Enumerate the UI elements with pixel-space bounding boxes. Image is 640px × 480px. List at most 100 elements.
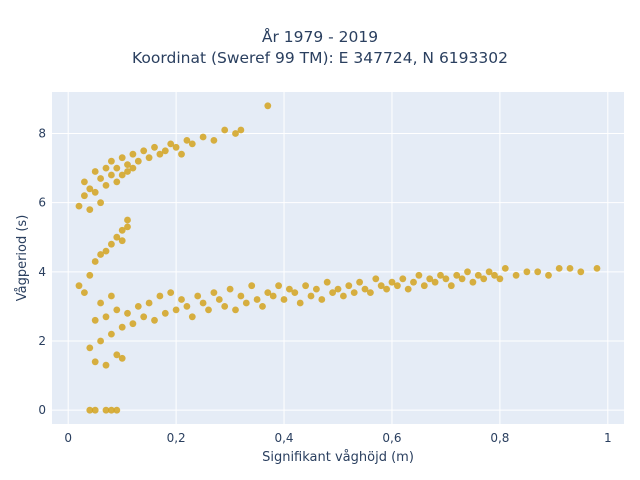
scatter-point: [480, 275, 488, 283]
scatter-point: [108, 330, 115, 338]
x-tick-label: 0,6: [382, 431, 401, 445]
scatter-point: [350, 289, 358, 296]
scatter-point: [161, 309, 169, 317]
scatter-point: [124, 309, 131, 317]
scatter-point: [329, 289, 336, 296]
scatter-point: [118, 237, 126, 245]
scatter-point: [323, 278, 331, 286]
scatter-point: [113, 164, 121, 172]
scatter-point: [118, 354, 126, 362]
scatter-point: [86, 206, 94, 214]
scatter-point: [124, 216, 131, 224]
scatter-point: [97, 299, 104, 307]
x-tick-label: 0: [64, 431, 72, 445]
scatter-point: [97, 337, 104, 345]
scatter-point: [91, 258, 99, 265]
scatter-point: [464, 268, 471, 276]
scatter-point: [356, 278, 363, 286]
scatter-point: [485, 268, 493, 276]
scatter-point: [399, 275, 407, 283]
scatter-point: [134, 303, 142, 310]
scatter-point: [474, 271, 482, 279]
scatter-point: [264, 102, 272, 110]
scatter-point: [161, 147, 169, 155]
scatter-point: [108, 406, 115, 414]
scatter-point: [151, 143, 158, 151]
scatter-point: [458, 275, 466, 283]
scatter-point: [275, 282, 282, 290]
scatter-point: [491, 271, 498, 279]
scatter-point: [496, 275, 504, 283]
scatter-point: [237, 292, 245, 300]
scatter-point: [124, 168, 131, 175]
scatter-point: [286, 285, 293, 293]
plot-area: [52, 92, 624, 424]
scatter-point: [394, 282, 401, 290]
scatter-point: [113, 406, 121, 414]
y-tick-label: 0: [38, 403, 46, 417]
scatter-point: [210, 289, 218, 296]
scatter-point: [534, 268, 542, 276]
scatter-point: [156, 150, 164, 158]
scatter-point: [86, 271, 94, 279]
scatter-point: [221, 126, 229, 134]
scatter-point: [102, 247, 110, 255]
scatter-point: [313, 285, 320, 293]
scatter-point: [151, 316, 158, 324]
scatter-point: [134, 157, 142, 165]
scatter-point: [108, 157, 115, 165]
x-tick-label: 0,4: [274, 431, 293, 445]
scatter-point: [167, 289, 175, 296]
scatter-point: [102, 313, 110, 321]
scatter-point: [388, 278, 396, 286]
y-tick-label: 2: [38, 334, 46, 348]
scatter-point: [248, 282, 256, 290]
scatter-point: [259, 303, 266, 310]
scatter-point: [442, 275, 450, 283]
scatter-point: [566, 265, 574, 272]
scatter-point: [140, 313, 148, 321]
scatter-point: [91, 188, 99, 196]
scatter-point: [188, 140, 196, 148]
x-tick-label: 0,2: [167, 431, 186, 445]
scatter-point: [501, 265, 509, 272]
scatter-point: [172, 143, 180, 151]
scatter-point: [361, 285, 369, 293]
scatter-point: [75, 202, 83, 210]
scatter-point: [237, 126, 245, 134]
scatter-point: [145, 299, 153, 307]
scatter-point: [86, 185, 94, 193]
scatter-point: [291, 289, 299, 296]
scatter-point: [113, 306, 121, 314]
scatter-point: [91, 168, 99, 175]
x-axis-title: Signifikant våghöjd (m): [262, 450, 414, 465]
y-tick-label: 6: [38, 196, 46, 210]
scatter-point: [75, 282, 83, 290]
scatter-point: [108, 240, 115, 248]
scatter-point: [447, 282, 455, 290]
scatter-point: [415, 271, 423, 279]
scatter-point: [372, 275, 380, 283]
scatter-point: [426, 275, 434, 283]
scatter-point: [145, 154, 153, 162]
scatter-point: [118, 226, 126, 234]
scatter-point: [205, 306, 212, 314]
scatter-point: [81, 178, 88, 186]
scatter-point: [86, 406, 94, 414]
scatter-point: [102, 164, 110, 172]
scatter-point: [307, 292, 315, 300]
scatter-point: [221, 303, 229, 310]
scatter-point: [129, 164, 137, 172]
scatter-point: [377, 282, 385, 290]
scatter-point: [296, 299, 304, 307]
scatter-point: [118, 171, 126, 179]
scatter-point: [469, 278, 477, 286]
scatter-point: [340, 292, 347, 300]
scatter-point: [453, 271, 461, 279]
scatter-point: [431, 278, 439, 286]
scatter-point: [199, 299, 207, 307]
data-points: [75, 102, 601, 414]
scatter-point: [242, 299, 250, 307]
tick-labels: 0 0,2 0,4 0,6 0,8 1 0 2 4 6 8: [38, 127, 611, 446]
grid-lines: [52, 92, 624, 424]
